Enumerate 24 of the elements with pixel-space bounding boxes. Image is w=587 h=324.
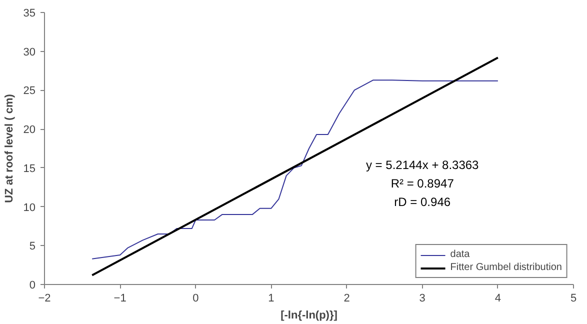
x-tick-label: 1 bbox=[268, 292, 274, 304]
x-tick-label: 2 bbox=[344, 292, 350, 304]
x-tick-label: 3 bbox=[419, 292, 426, 304]
x-tick-label: −2 bbox=[38, 292, 51, 304]
y-tick-label: 10 bbox=[23, 202, 36, 214]
y-tick-label: 0 bbox=[29, 280, 36, 292]
y-tick-label: 5 bbox=[29, 240, 36, 253]
y-axis-title: UZ at roof level ( cm) bbox=[3, 94, 16, 203]
y-tick-label: 30 bbox=[23, 46, 36, 58]
x-tick-label: 5 bbox=[570, 292, 577, 304]
x-tick-label: 0 bbox=[192, 292, 199, 304]
annotation: rD = 0.946 bbox=[394, 195, 451, 210]
x-tick-label: 4 bbox=[494, 292, 501, 304]
annotation: y = 5.2144x + 8.3363 bbox=[366, 158, 480, 172]
legend-label: data bbox=[450, 249, 470, 260]
y-tick-label: 25 bbox=[23, 85, 36, 98]
y-tick-label: 20 bbox=[23, 124, 36, 136]
line-series bbox=[92, 80, 498, 260]
x-axis-title: [-ln{-ln(p)}] bbox=[280, 310, 338, 322]
y-tick-label: 15 bbox=[23, 162, 36, 175]
annotation: R² = 0.8947 bbox=[390, 176, 454, 190]
legend-label: Fitter Gumbel distribution bbox=[450, 262, 562, 273]
y-tick-label: 35 bbox=[23, 8, 36, 20]
x-tick-label: −1 bbox=[114, 292, 126, 304]
